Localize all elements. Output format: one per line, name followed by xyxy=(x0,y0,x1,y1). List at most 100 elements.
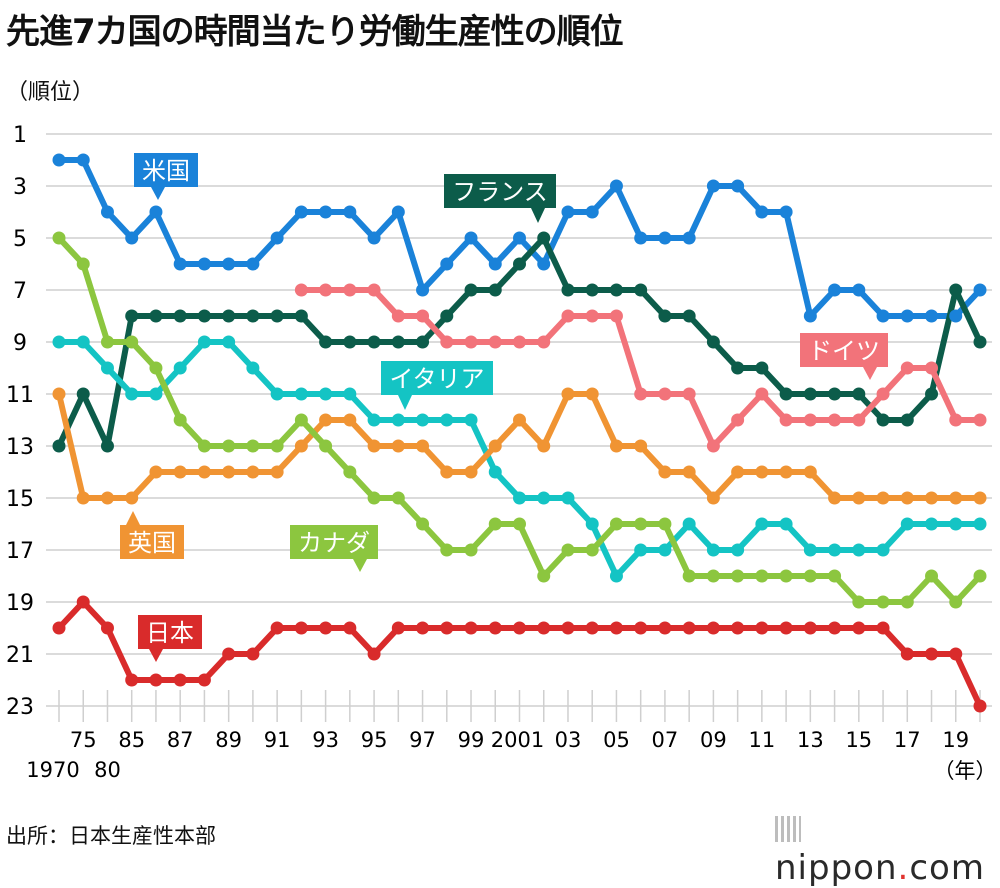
data-point xyxy=(125,231,139,245)
data-point xyxy=(440,413,454,427)
y-tick-label: 23 xyxy=(6,695,34,720)
series-label-米国: 米国 xyxy=(134,153,198,200)
data-point xyxy=(803,413,817,427)
data-point xyxy=(585,283,599,297)
data-point xyxy=(561,309,575,323)
data-point xyxy=(949,491,963,505)
data-point xyxy=(416,283,430,297)
data-point xyxy=(367,335,381,349)
data-point xyxy=(52,387,66,401)
data-point xyxy=(513,413,526,427)
data-point xyxy=(270,439,284,453)
x-tick-label: 99 xyxy=(458,728,485,752)
logo-mark-icon xyxy=(775,816,801,842)
data-point xyxy=(464,283,478,297)
x-tick-label: 09 xyxy=(700,728,727,752)
data-point xyxy=(100,361,114,375)
data-point xyxy=(561,205,575,219)
data-point xyxy=(222,309,236,323)
data-point xyxy=(246,309,260,323)
data-point xyxy=(76,595,90,609)
data-point xyxy=(125,309,139,323)
data-point xyxy=(585,517,599,531)
data-point xyxy=(270,231,284,245)
data-point xyxy=(488,335,502,349)
data-point xyxy=(900,361,914,375)
data-point xyxy=(464,621,478,635)
data-point xyxy=(149,465,163,479)
data-point xyxy=(440,543,454,557)
data-point xyxy=(391,491,405,505)
nippon-logo: nippon.com xyxy=(775,808,1000,888)
data-point xyxy=(925,387,939,401)
y-tick-label: 15 xyxy=(6,487,34,512)
data-point xyxy=(100,439,114,453)
data-point xyxy=(949,309,963,323)
data-point xyxy=(634,543,648,557)
data-point xyxy=(852,595,866,609)
data-point xyxy=(852,543,866,557)
data-point xyxy=(246,439,260,453)
label-text: 日本 xyxy=(146,619,194,647)
data-point xyxy=(755,465,769,479)
data-point xyxy=(416,517,430,531)
y-tick-label: 17 xyxy=(6,539,34,564)
data-point xyxy=(876,621,890,635)
data-point xyxy=(222,465,236,479)
logo-main: nippon xyxy=(775,848,898,888)
y-tick-label: 9 xyxy=(13,331,27,356)
data-point xyxy=(779,569,793,583)
data-point xyxy=(76,491,90,505)
data-point xyxy=(682,231,696,245)
data-point xyxy=(125,673,139,687)
data-point xyxy=(488,621,502,635)
data-point xyxy=(561,621,575,635)
data-point xyxy=(149,387,163,401)
data-point xyxy=(343,621,357,635)
data-point xyxy=(343,283,357,297)
y-tick-label: 13 xyxy=(6,435,34,460)
data-point xyxy=(513,257,526,271)
data-point xyxy=(779,621,793,635)
series-label-カナダ: カナダ xyxy=(290,525,378,572)
series-line-イタリア xyxy=(56,339,983,579)
label-box xyxy=(800,333,888,367)
data-point xyxy=(658,621,672,635)
data-point xyxy=(197,439,211,453)
data-point xyxy=(270,309,284,323)
data-point xyxy=(222,439,236,453)
data-point xyxy=(76,335,90,349)
data-point xyxy=(634,439,648,453)
data-point xyxy=(197,673,211,687)
data-point xyxy=(731,569,745,583)
data-point xyxy=(973,283,987,297)
data-point xyxy=(100,491,114,505)
label-text: フランス xyxy=(452,178,548,206)
data-point xyxy=(513,491,526,505)
x-tick-label: 87 xyxy=(167,728,194,752)
data-point xyxy=(125,335,139,349)
x-tick-label: 95 xyxy=(361,728,388,752)
data-point xyxy=(270,387,284,401)
data-point xyxy=(876,491,890,505)
data-point xyxy=(973,517,987,531)
data-point xyxy=(609,621,623,635)
data-point xyxy=(658,309,672,323)
label-pointer xyxy=(398,395,412,410)
data-point xyxy=(488,517,502,531)
data-point xyxy=(367,491,381,505)
data-point xyxy=(852,283,866,297)
data-point xyxy=(513,517,526,531)
data-point xyxy=(173,673,187,687)
data-point xyxy=(197,309,211,323)
data-point xyxy=(197,465,211,479)
data-point xyxy=(634,517,648,531)
data-point xyxy=(537,231,551,245)
data-point xyxy=(173,309,187,323)
data-point xyxy=(246,257,260,271)
data-point xyxy=(828,387,842,401)
data-point xyxy=(852,621,866,635)
data-point xyxy=(246,647,260,661)
data-point xyxy=(925,361,939,375)
data-point xyxy=(731,543,745,557)
